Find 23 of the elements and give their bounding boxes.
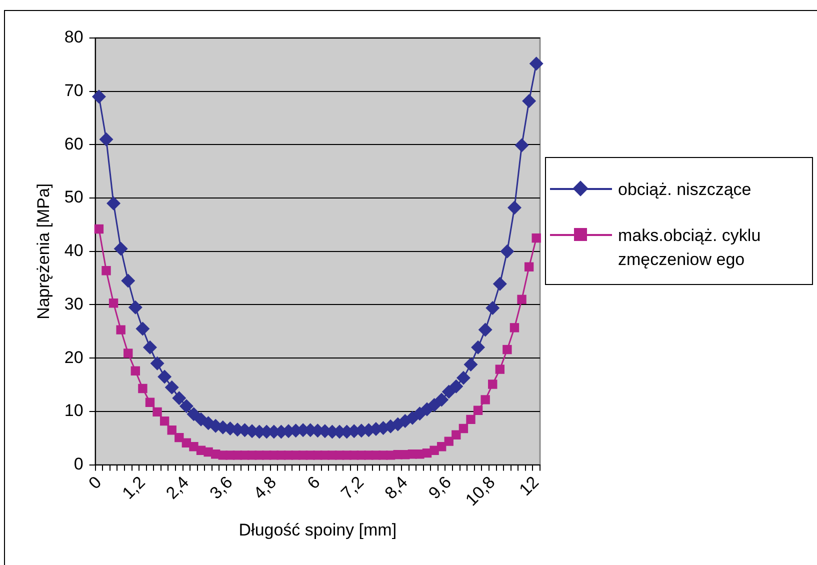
- y-tick-label: 20: [64, 348, 84, 367]
- x-tick-label: 12: [516, 472, 542, 500]
- y-tick-label: 80: [64, 28, 84, 47]
- y-tick-label: 0: [74, 454, 84, 474]
- legend-label: obciąż. niszczące: [618, 179, 752, 201]
- y-tick-label: 50: [64, 188, 84, 207]
- x-tick-label: 9,6: [424, 472, 456, 503]
- x-tick-label: 8,4: [381, 472, 412, 503]
- x-tick-label: 1,2: [118, 472, 149, 503]
- x-tick-label: 0: [84, 472, 106, 493]
- y-tick-label: 60: [64, 134, 84, 154]
- y-tick-label: 70: [64, 81, 84, 100]
- x-tick-label: 4,8: [250, 472, 280, 503]
- y-tick-label: 30: [64, 294, 84, 314]
- legend-label: maks.obciąż. cyklu zmęczeniow ego: [618, 225, 762, 271]
- y-tick-label: 40: [64, 241, 84, 260]
- x-tick-label: 2,4: [162, 472, 193, 503]
- x-tick-label: 6: [304, 472, 324, 493]
- x-tick-label: 7,2: [337, 472, 368, 503]
- x-axis-title: Długość spoiny [mm]: [238, 520, 397, 540]
- y-tick-label: 10: [64, 401, 84, 420]
- x-tick-label: 3,6: [206, 472, 236, 503]
- y-axis-title: Naprężenia [MPa]: [34, 183, 53, 320]
